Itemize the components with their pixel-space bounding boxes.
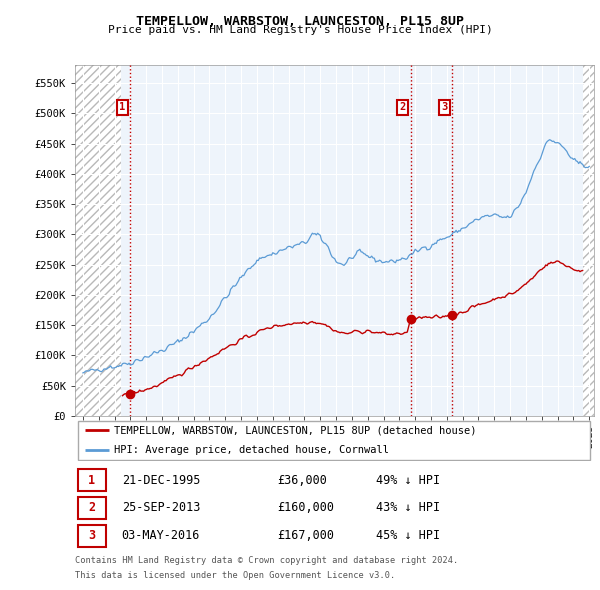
Text: £160,000: £160,000 bbox=[277, 502, 334, 514]
Text: HPI: Average price, detached house, Cornwall: HPI: Average price, detached house, Corn… bbox=[114, 445, 389, 455]
Text: 1: 1 bbox=[88, 474, 95, 487]
Text: 3: 3 bbox=[88, 529, 95, 542]
Text: 03-MAY-2016: 03-MAY-2016 bbox=[122, 529, 200, 542]
Text: 21-DEC-1995: 21-DEC-1995 bbox=[122, 474, 200, 487]
Text: TEMPELLOW, WARBSTOW, LAUNCESTON, PL15 8UP (detached house): TEMPELLOW, WARBSTOW, LAUNCESTON, PL15 8U… bbox=[114, 425, 476, 435]
Text: 2: 2 bbox=[400, 102, 406, 112]
Text: £36,000: £36,000 bbox=[277, 474, 327, 487]
Text: 43% ↓ HPI: 43% ↓ HPI bbox=[376, 502, 440, 514]
FancyBboxPatch shape bbox=[77, 468, 106, 491]
FancyBboxPatch shape bbox=[77, 525, 106, 548]
Text: This data is licensed under the Open Government Licence v3.0.: This data is licensed under the Open Gov… bbox=[75, 571, 395, 579]
Text: 25-SEP-2013: 25-SEP-2013 bbox=[122, 502, 200, 514]
Text: Price paid vs. HM Land Registry's House Price Index (HPI): Price paid vs. HM Land Registry's House … bbox=[107, 25, 493, 35]
Text: 3: 3 bbox=[442, 102, 448, 112]
Text: £167,000: £167,000 bbox=[277, 529, 334, 542]
Text: 49% ↓ HPI: 49% ↓ HPI bbox=[376, 474, 440, 487]
Text: TEMPELLOW, WARBSTOW, LAUNCESTON, PL15 8UP: TEMPELLOW, WARBSTOW, LAUNCESTON, PL15 8U… bbox=[136, 15, 464, 28]
Text: Contains HM Land Registry data © Crown copyright and database right 2024.: Contains HM Land Registry data © Crown c… bbox=[75, 556, 458, 565]
FancyBboxPatch shape bbox=[77, 421, 590, 460]
Text: 1: 1 bbox=[119, 102, 125, 112]
Text: 2: 2 bbox=[88, 502, 95, 514]
Text: 45% ↓ HPI: 45% ↓ HPI bbox=[376, 529, 440, 542]
FancyBboxPatch shape bbox=[77, 497, 106, 519]
